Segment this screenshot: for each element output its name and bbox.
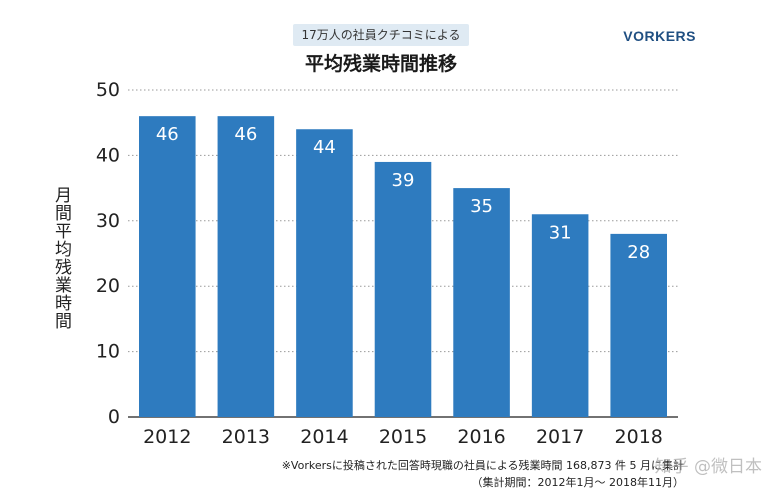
bar xyxy=(531,214,589,417)
footnote-line-2: （集計期間：2012年1月〜 2018年11月） xyxy=(471,476,684,489)
y-tick-labels: 0 10 20 30 40 50 xyxy=(96,79,120,428)
bar xyxy=(139,116,196,417)
x-tick-label: 2014 xyxy=(300,426,348,448)
bar-value-label: 46 xyxy=(234,124,257,145)
bar-value-label: 31 xyxy=(549,222,572,243)
bar-value-label: 39 xyxy=(392,170,415,191)
footnote-line-1: ※Vorkersに投稿された回答時現職の社員による残業時間 168,873 件 … xyxy=(281,459,684,472)
watermark: 知乎 @微日本 xyxy=(654,457,762,477)
y-tick-label: 30 xyxy=(96,210,120,232)
bar xyxy=(374,161,432,417)
y-tick-label: 50 xyxy=(96,79,120,101)
bar-value-labels: 46 46 44 39 35 31 28 xyxy=(156,124,650,263)
brand-logo: VORKERS xyxy=(623,28,696,44)
y-tick-label: 0 xyxy=(108,406,120,428)
bar-value-label: 44 xyxy=(313,137,336,158)
footnote: ※Vorkersに投稿された回答時現職の社員による残業時間 168,873 件 … xyxy=(150,457,684,493)
x-tick-labels: 2012 2013 2014 2015 2016 2017 2018 xyxy=(143,426,663,448)
bar-value-label: 46 xyxy=(156,124,179,145)
x-tick-label: 2015 xyxy=(379,426,427,448)
bar xyxy=(217,116,275,417)
x-tick-label: 2017 xyxy=(536,426,584,448)
x-tick-label: 2016 xyxy=(457,426,505,448)
bar xyxy=(610,233,667,417)
bar xyxy=(296,129,353,418)
chart-title: 平均残業時間推移 xyxy=(304,53,457,75)
y-tick-label: 10 xyxy=(96,341,120,363)
bars xyxy=(139,116,667,418)
y-tick-label: 20 xyxy=(96,275,120,297)
bar-value-label: 28 xyxy=(627,242,650,263)
x-tick-label: 2013 xyxy=(222,426,270,448)
x-tick-label: 2012 xyxy=(143,426,191,448)
subtitle-badge: 17万人の社員クチコミによる xyxy=(293,24,469,46)
bar xyxy=(453,188,510,417)
bar-value-label: 35 xyxy=(470,196,493,217)
y-axis-label: 月間平均残業時間 xyxy=(51,186,71,330)
x-tick-label: 2018 xyxy=(615,426,663,448)
y-tick-label: 40 xyxy=(96,144,120,166)
